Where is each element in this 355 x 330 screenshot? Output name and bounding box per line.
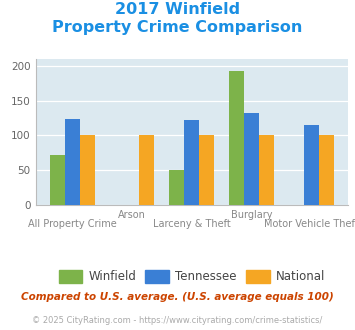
Bar bbox=[80, 135, 94, 205]
Text: Compared to U.S. average. (U.S. average equals 100): Compared to U.S. average. (U.S. average … bbox=[21, 292, 334, 302]
Bar bbox=[169, 170, 184, 205]
Text: 2017 Winfield: 2017 Winfield bbox=[115, 2, 240, 16]
Text: All Property Crime: All Property Crime bbox=[28, 219, 116, 229]
Bar bbox=[244, 113, 259, 205]
Text: © 2025 CityRating.com - https://www.cityrating.com/crime-statistics/: © 2025 CityRating.com - https://www.city… bbox=[32, 316, 323, 325]
Text: Larceny & Theft: Larceny & Theft bbox=[153, 219, 231, 229]
Bar bbox=[259, 135, 274, 205]
Bar bbox=[229, 71, 244, 205]
Text: Motor Vehicle Theft: Motor Vehicle Theft bbox=[264, 219, 355, 229]
Bar bbox=[184, 120, 199, 205]
Bar bbox=[199, 135, 214, 205]
Text: Arson: Arson bbox=[118, 210, 146, 219]
Text: Property Crime Comparison: Property Crime Comparison bbox=[52, 20, 303, 35]
Bar bbox=[319, 135, 334, 205]
Text: Burglary: Burglary bbox=[231, 210, 272, 219]
Legend: Winfield, Tennessee, National: Winfield, Tennessee, National bbox=[54, 266, 329, 288]
Bar bbox=[50, 155, 65, 205]
Bar bbox=[140, 135, 154, 205]
Bar bbox=[65, 119, 80, 205]
Bar bbox=[304, 125, 319, 205]
